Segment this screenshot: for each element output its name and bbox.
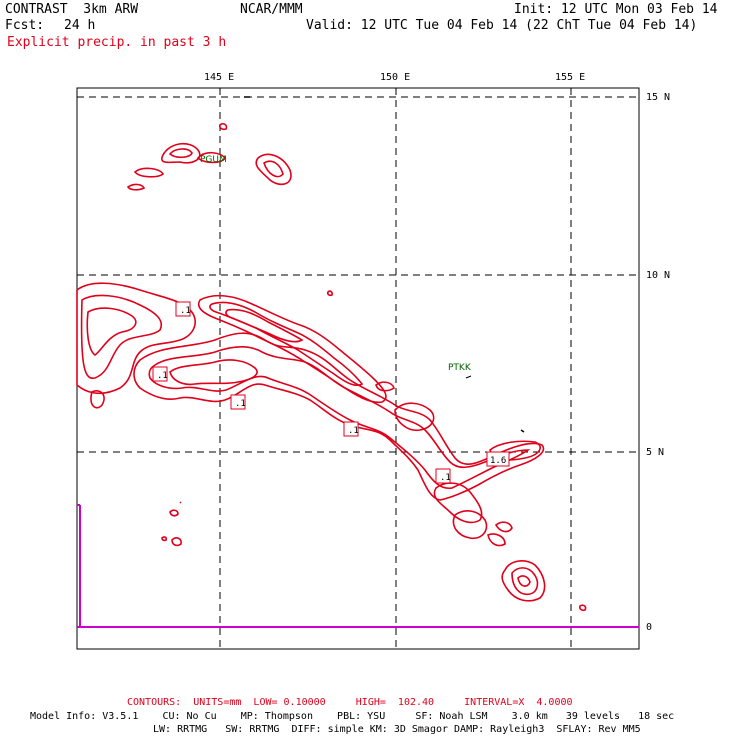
station-ptkk-marker [465, 375, 472, 379]
model-info-line-1: Model Info: V3.5.1 CU: No Cu MP: Thompso… [30, 711, 675, 722]
station-ptkk: PTKK [448, 363, 472, 373]
valid-time: Valid: 12 UTC Tue 04 Feb 14 (22 ChT Tue … [306, 18, 698, 33]
lat-label-10: 10 N [646, 270, 671, 281]
model-info-line-2: LW: RRTMG SW: RRTMG DIFF: simple KM: 3D … [153, 724, 641, 735]
contour-label-box-5 [435, 468, 451, 484]
model-title: CONTRAST 3km ARW [5, 2, 139, 17]
contour-label-box-3 [230, 394, 246, 410]
station-pgum: PGUM [200, 155, 227, 165]
forecast-hours: 24 h [64, 18, 96, 33]
forecast-label: Fcst: [5, 18, 45, 33]
contour-label-box-4 [343, 421, 359, 437]
contour-label-boxes [152, 301, 510, 484]
lon-label-155: 155 E [555, 72, 586, 83]
contours-info: CONTOURS: UNITS=mm LOW= 0.10000 HIGH= 10… [127, 697, 573, 708]
field-title: Explicit precip. in past 3 h [7, 35, 227, 50]
contour-label-1: .1 [180, 306, 191, 316]
organization: NCAR/MMM [240, 2, 303, 17]
contour-label-box-1 [175, 301, 191, 317]
contour-label-2: .1 [157, 371, 168, 381]
contour-label-4: .1 [348, 426, 359, 436]
precip-contours [76, 122, 587, 612]
lat-lon-grid [77, 88, 639, 649]
lon-label-150: 150 E [380, 72, 411, 83]
contour-label-box-6 [486, 451, 510, 467]
lon-label-145: 145 E [204, 72, 235, 83]
contour-label-texts: .1 .1 .1 .1 .1 1.6 [157, 306, 506, 483]
stations: PGUM PTKK [200, 155, 472, 373]
contour-label-5: .1 [440, 473, 451, 483]
contour-label-box-2 [152, 366, 168, 382]
lat-label-15: 15 N [646, 92, 671, 103]
init-time: Init: 12 UTC Mon 03 Feb 14 [514, 2, 718, 17]
lat-label-5: 5 N [646, 447, 665, 458]
contour-label-6: 1.6 [490, 456, 506, 466]
contour-label-3: .1 [235, 399, 246, 409]
lat-label-0: 0 [646, 622, 653, 633]
